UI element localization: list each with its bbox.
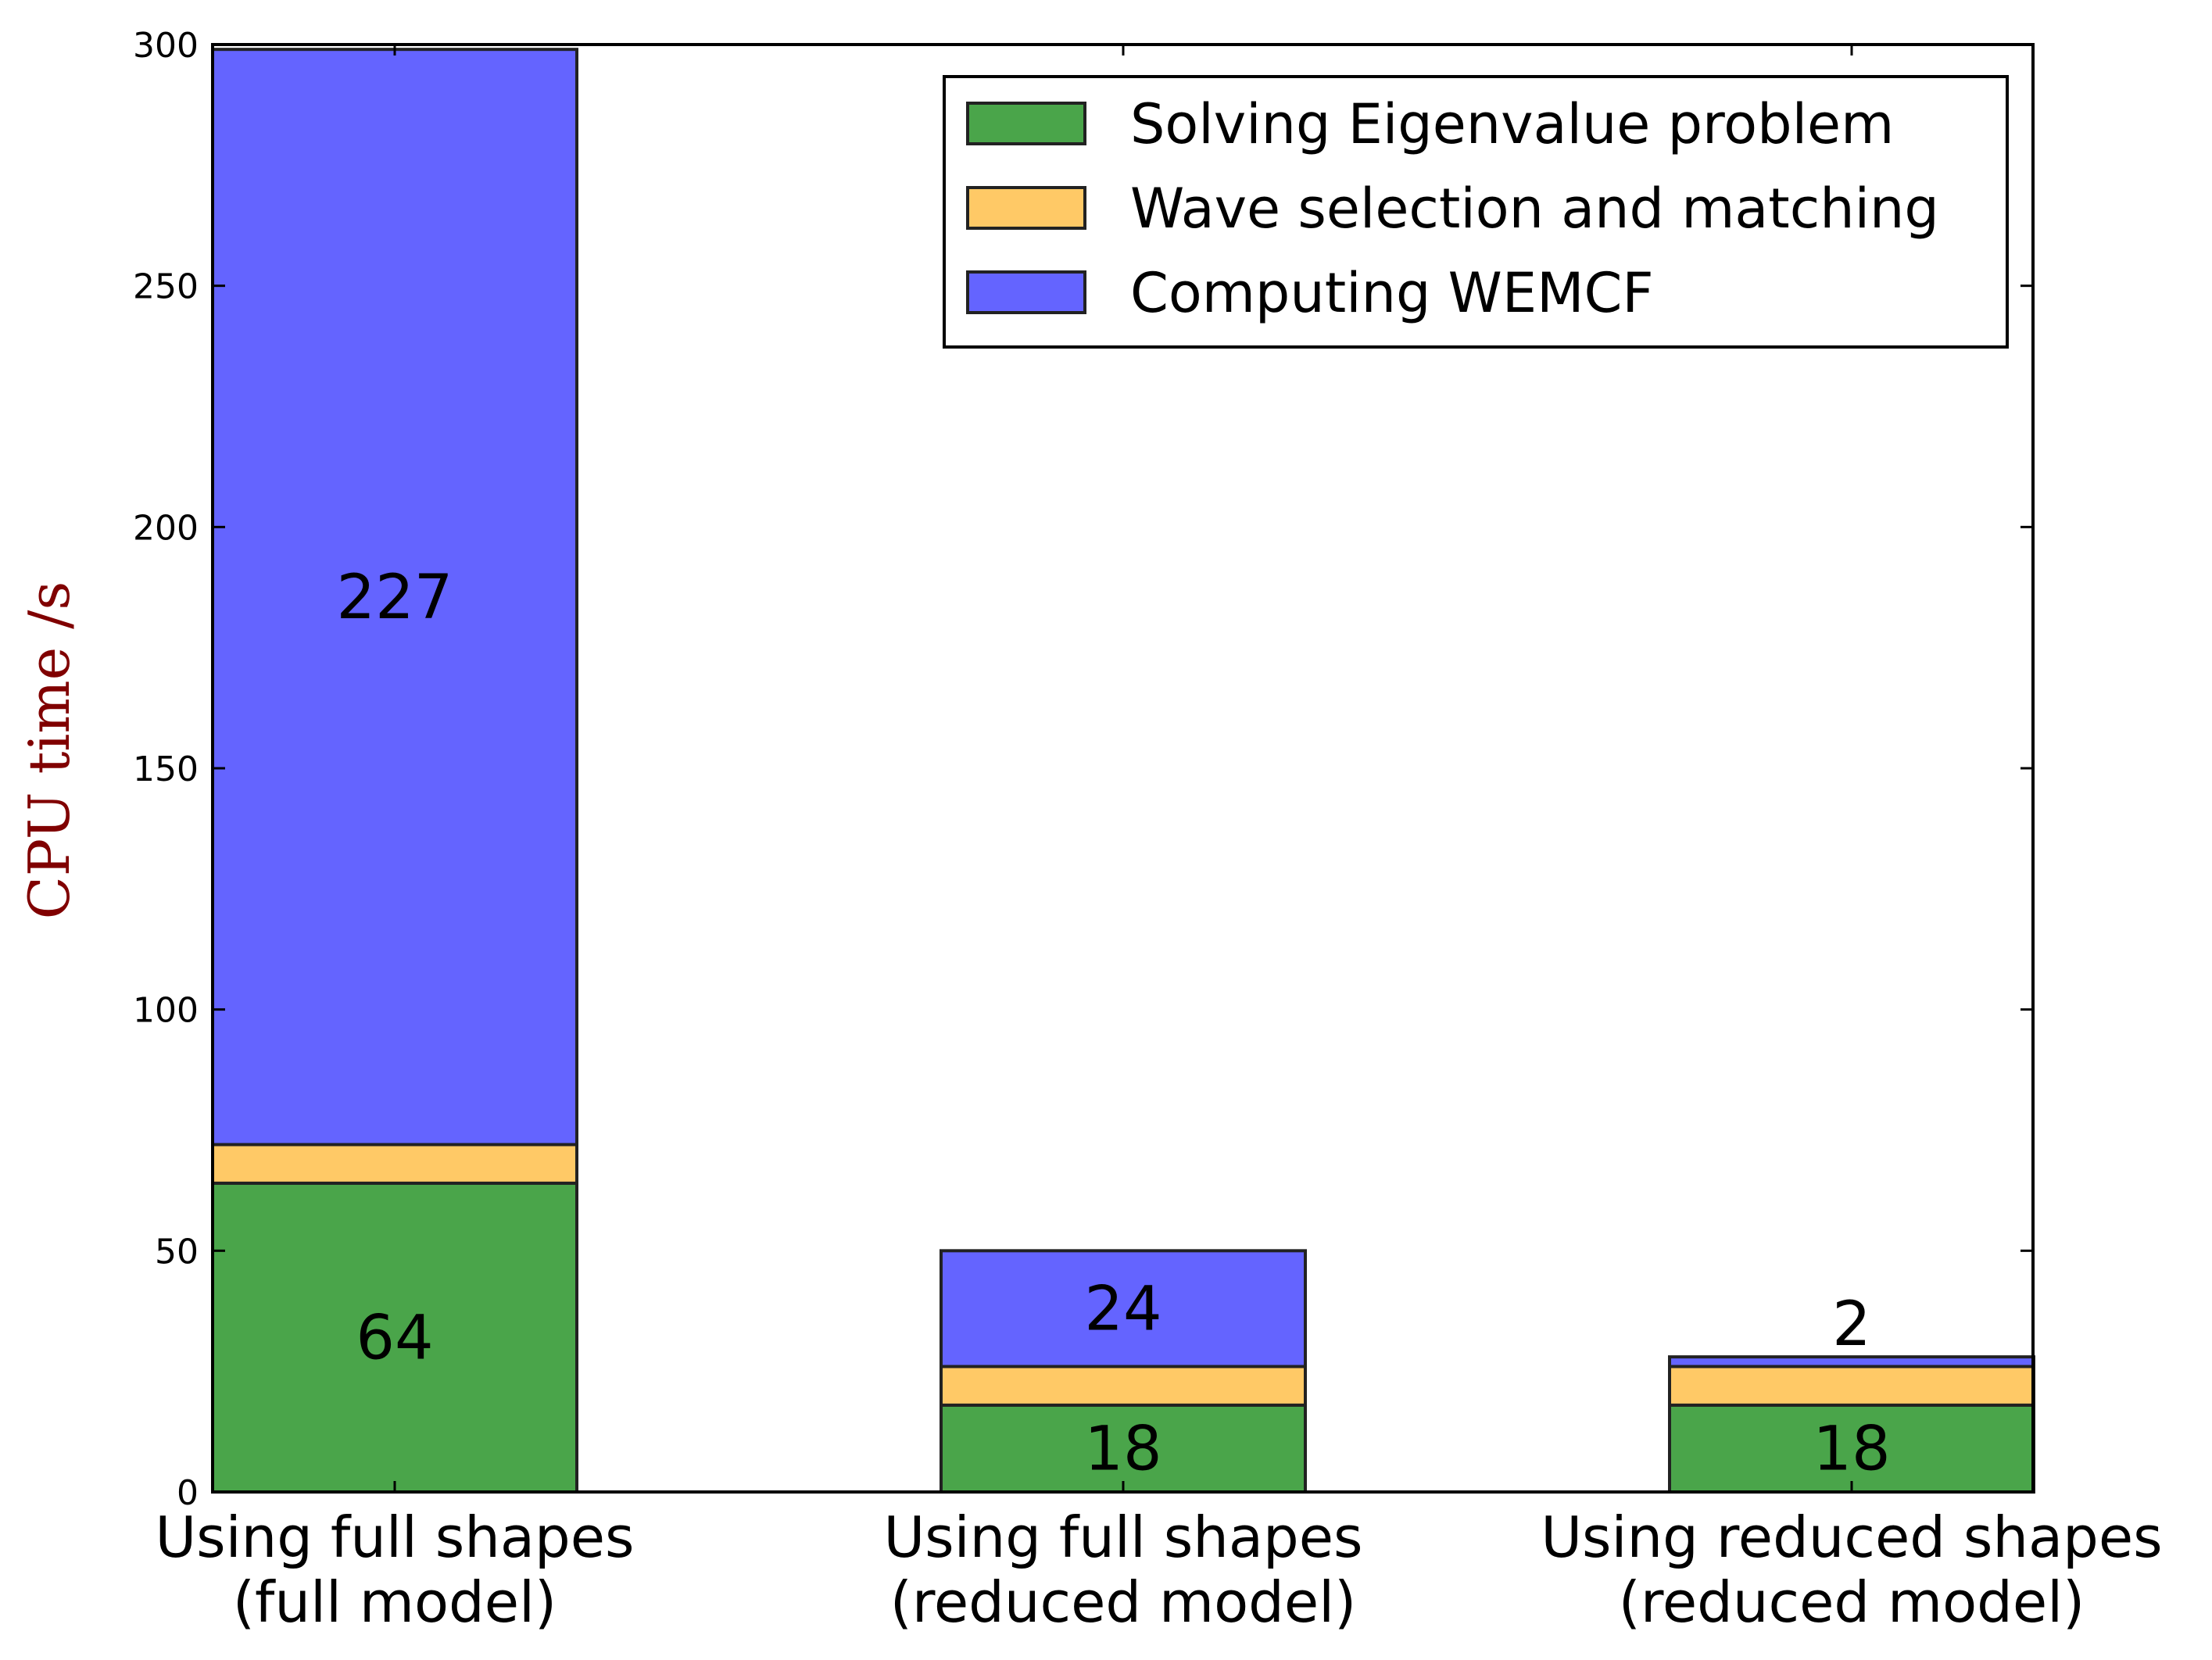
y-tick-label: 100: [133, 991, 199, 1031]
y-axis-title: CPU time /s: [16, 581, 82, 920]
bar-segment-2-cat-2: [940, 1365, 1307, 1407]
x-tick-label: (reduced model): [890, 1569, 1357, 1635]
bar-value-label: 227: [337, 563, 453, 633]
bar-labels-layer: 64 227 18 24 18 2: [337, 563, 1891, 1485]
legend-label: Wave selection and matching: [1130, 177, 1939, 241]
legend-swatch: [966, 186, 1086, 230]
bar-value-label: 2: [1832, 1290, 1871, 1360]
legend-label: Solving Eigenvalue problem: [1130, 92, 1894, 156]
x-tick-label: Using full shapes: [883, 1504, 1362, 1570]
x-tick-label: Using full shapes: [155, 1504, 634, 1570]
bar-segment-1-cat-1: [211, 1181, 578, 1494]
x-tick-label: (reduced model): [1619, 1569, 2085, 1635]
bar-value-label: 18: [1813, 1414, 1890, 1484]
legend-label: Computing WEMCF: [1130, 261, 1654, 325]
legend-swatch: [966, 102, 1086, 145]
y-tick-label: 300: [133, 26, 199, 66]
legend: Solving Eigenvalue problem Wave selection…: [943, 75, 2009, 349]
y-tick-label: 0: [177, 1473, 199, 1513]
y-tick-label: 150: [133, 750, 199, 789]
x-tick-label: Using reduced shapes: [1541, 1504, 2162, 1570]
y-tick-label: 200: [133, 508, 199, 548]
y-tick-label: 250: [133, 267, 199, 307]
plot-frame: [211, 43, 2035, 1494]
legend-swatch: [966, 270, 1086, 314]
y-tick-label: 50: [155, 1232, 199, 1272]
legend-box: [943, 75, 2009, 349]
bar-segment-2-cat-3: [1668, 1365, 2035, 1407]
bar-segment-2-cat-1: [211, 1143, 578, 1185]
bar-value-label: 24: [1084, 1274, 1161, 1344]
bar-segment-3-cat-2: [940, 1249, 1307, 1368]
x-tick-label: (full model): [233, 1569, 557, 1635]
bar-value-label: 64: [356, 1303, 433, 1373]
axes-layer: Using full shapes(full model)Using full …: [133, 26, 2163, 1635]
bar-value-label: 18: [1084, 1414, 1161, 1484]
bar-segment-1-cat-2: [940, 1403, 1307, 1494]
